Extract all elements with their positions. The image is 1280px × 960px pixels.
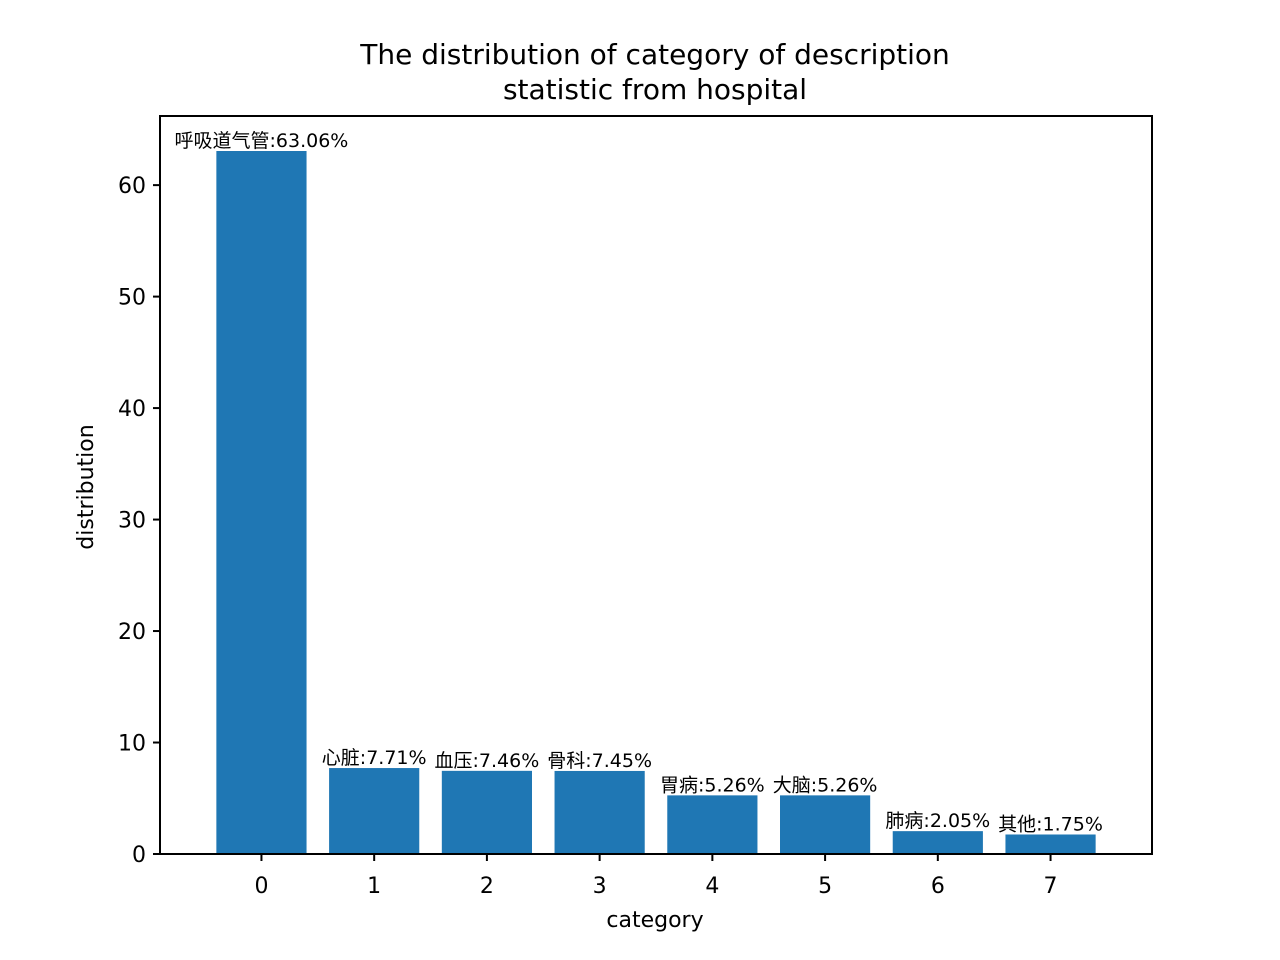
y-axis-label: distribution — [74, 424, 99, 549]
bar-5 — [780, 795, 871, 854]
data-label-6: 肺病:2.05% — [885, 810, 990, 832]
x-tick-label-6: 6 — [931, 874, 945, 899]
x-tick-label-3: 3 — [593, 874, 607, 899]
plot-frame — [159, 115, 1153, 855]
bar-7 — [1005, 834, 1096, 854]
x-tick-label-5: 5 — [818, 874, 832, 899]
y-tick-label-0: 0 — [132, 843, 146, 868]
x-tick-label-0: 0 — [254, 874, 268, 899]
bar-1 — [329, 768, 420, 854]
data-label-5: 大脑:5.26% — [773, 774, 878, 796]
x-axis-label: category — [606, 908, 703, 933]
data-labels: 呼吸道气管:63.06% 心脏:7.71% 血压:7.46% 骨科:7.45% 胃病:5… — [175, 130, 1103, 835]
data-label-1: 心脏:7.71% — [322, 747, 427, 769]
bar-2 — [441, 770, 532, 854]
data-label-3: 骨科:7.45% — [547, 750, 652, 772]
data-label-2: 血压:7.46% — [435, 750, 540, 772]
y-tick-label-30: 30 — [118, 509, 146, 534]
bar-6 — [892, 831, 983, 854]
bar-0 — [216, 151, 307, 855]
x-tick-label-1: 1 — [367, 874, 381, 899]
x-axis-ticks: 0 1 2 3 4 5 6 7 — [254, 854, 1058, 899]
bar-3 — [554, 770, 645, 854]
y-tick-label-60: 60 — [118, 174, 146, 199]
x-tick-label-7: 7 — [1044, 874, 1058, 899]
data-label-7: 其他:1.75% — [998, 813, 1103, 835]
x-tick-label-4: 4 — [705, 874, 719, 899]
bars — [216, 151, 1096, 855]
y-tick-label-10: 10 — [118, 732, 146, 757]
chart-title: The distribution of category of descript… — [359, 38, 950, 106]
data-label-0: 呼吸道气管:63.06% — [175, 130, 349, 152]
chart-title-line-2: statistic from hospital — [503, 73, 807, 106]
y-axis-ticks: 0 10 20 30 40 50 60 — [118, 174, 160, 868]
y-tick-label-50: 50 — [118, 286, 146, 311]
y-tick-label-20: 20 — [118, 620, 146, 645]
x-tick-label-2: 2 — [480, 874, 494, 899]
data-label-4: 胃病:5.26% — [660, 774, 765, 796]
bar-4 — [667, 795, 758, 854]
y-tick-label-40: 40 — [118, 397, 146, 422]
chart-title-line-1: The distribution of category of descript… — [359, 38, 950, 71]
